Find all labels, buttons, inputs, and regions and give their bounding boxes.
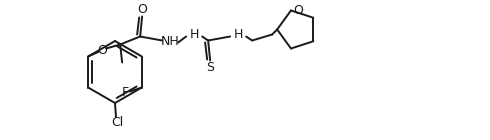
Text: S: S [206,61,214,74]
Text: Cl: Cl [111,116,123,130]
Text: F: F [122,86,128,99]
Text: O: O [97,44,107,57]
Text: O: O [137,3,147,16]
Text: H: H [190,28,199,41]
Text: H: H [233,28,243,41]
Text: NH: NH [161,35,179,48]
Text: O: O [293,4,303,17]
